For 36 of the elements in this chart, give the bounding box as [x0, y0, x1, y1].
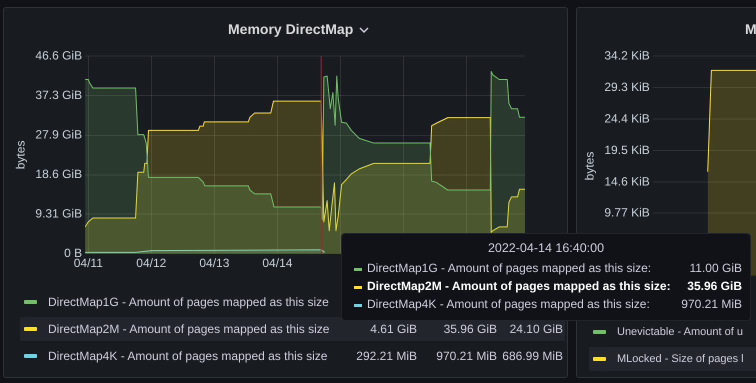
legend-label: Unevictable - Amount of u: [617, 325, 743, 340]
text: 292.21 MiB: [356, 348, 417, 365]
text: 35.96 GiB: [687, 279, 742, 293]
y-tick-label: 37.3 GiB: [35, 88, 82, 102]
legend-label: MLocked - Size of pages l: [617, 352, 744, 367]
y-tick-label: 18.6 GiB: [35, 167, 82, 182]
y-axis-title: bytes: [582, 152, 597, 180]
y-tick-label: 34.2 KiB: [604, 48, 650, 63]
x-tick-label: 04/12: [136, 256, 167, 270]
y-tick-label: 46.6 GiB: [35, 48, 82, 63]
text: DirectMap4K - Amount of pages mapped as this size:: [367, 297, 650, 311]
x-tick-label: 04/14: [262, 256, 293, 270]
text: 24.10 GiB: [510, 321, 563, 338]
annotation: 11.00 GiB: [690, 261, 742, 275]
x-tick-label: 04/13: [199, 256, 230, 270]
y-tick-label: 14.6 KiB: [604, 174, 650, 188]
text: DirectMap2M - Amount of pages mapped as this size:: [367, 279, 671, 293]
text: 686.99 MiB: [502, 348, 563, 365]
chart-title: M: [745, 21, 756, 37]
y-tick-label: 27.9 GiB: [35, 128, 82, 142]
y-tick-label: 29.3 KiB: [604, 80, 650, 94]
text: 970.21 MiB: [681, 297, 742, 311]
annotation: 2022-04-14 16:40:00: [486, 241, 606, 255]
y-axis-title: bytes: [14, 140, 28, 170]
chart-title: Memory DirectMap: [228, 21, 354, 37]
text: 4.61 GiB: [370, 321, 417, 338]
legend-label: DirectMap1G - Amount of pages mapped as this size: [48, 294, 329, 311]
legend-label: DirectMap4K - Amount of pages mapped as this size: [48, 348, 328, 365]
legend-label: DirectMap2M - Amount of pages mapped as this size: [48, 321, 330, 338]
text: DirectMap1G - Amount of pages mapped as this size:: [367, 261, 652, 275]
text: 970.21 MiB: [436, 348, 497, 365]
y-tick-label: 24.4 KiB: [604, 111, 650, 126]
text: 35.96 GiB: [444, 321, 497, 338]
y-tick-label: 9.77 KiB: [604, 205, 650, 220]
y-tick-label: 19.5 KiB: [604, 142, 650, 157]
y-tick-label: 9.31 GiB: [35, 206, 82, 220]
